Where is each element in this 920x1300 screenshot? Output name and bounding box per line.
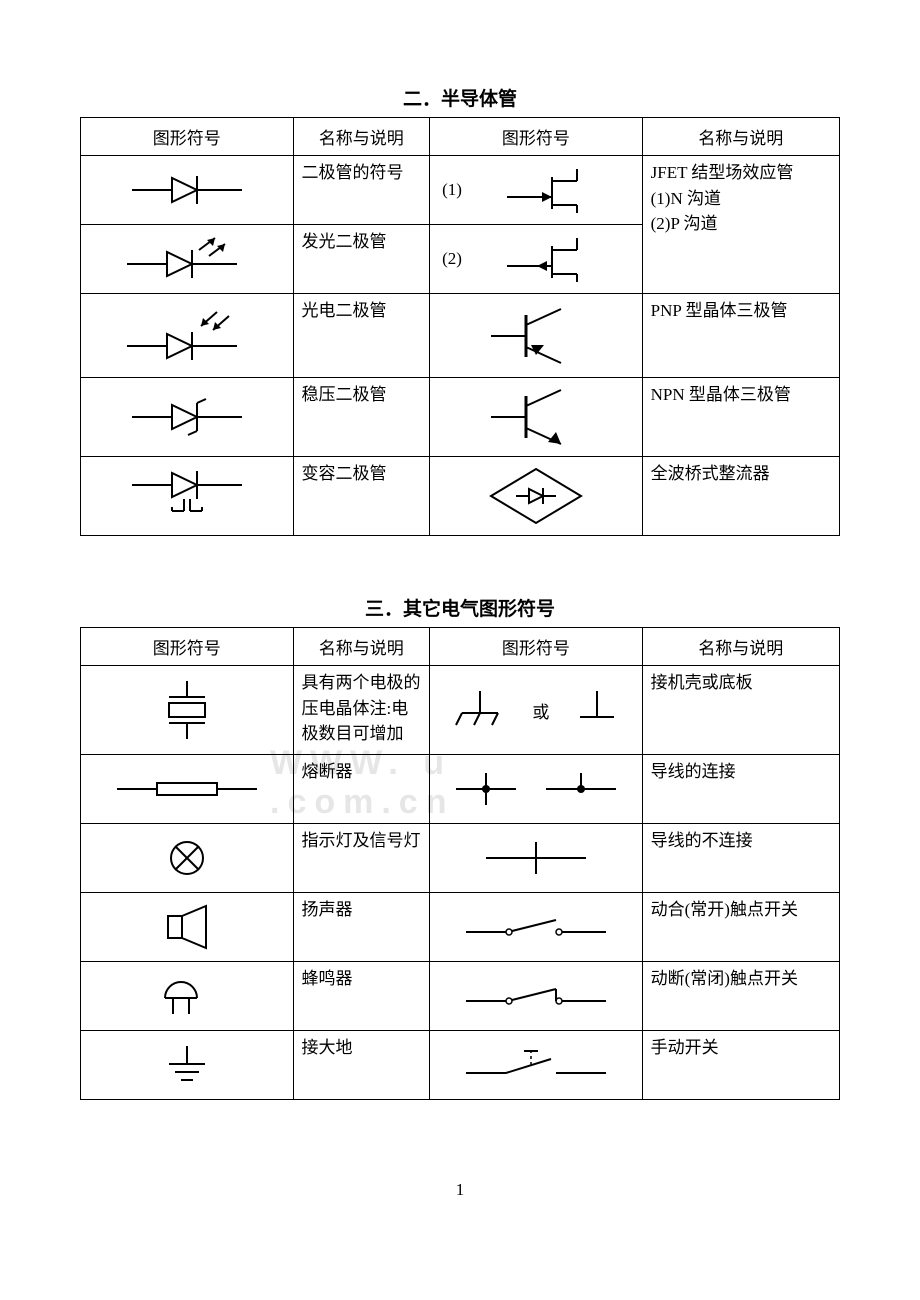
desc-cell: 具有两个电极的压电晶体注:电极数目可增加 (293, 666, 430, 755)
symbol-nc-contact (430, 962, 643, 1031)
table-row: 光电二极管 PNP 型晶体三极管 (81, 294, 840, 378)
col-header: 名称与说明 (642, 628, 839, 666)
desc-cell: 扬声器 (293, 893, 430, 962)
desc-cell: 蜂鸣器 (293, 962, 430, 1031)
col-header: 图形符号 (430, 628, 643, 666)
col-header: 图形符号 (81, 628, 294, 666)
desc-cell-jfet: JFET 结型场效应管(1)N 沟道(2)P 沟道 (642, 156, 839, 294)
desc-cell: 稳压二极管 (293, 378, 430, 457)
desc-cell: 动断(常闭)触点开关 (642, 962, 839, 1031)
col-header: 名称与说明 (293, 118, 430, 156)
symbol-fuse (81, 755, 294, 824)
table-row: 稳压二极管 NPN 型晶体三极管 (81, 378, 840, 457)
symbol-diode (81, 156, 294, 225)
page-number: 1 (80, 1180, 840, 1200)
symbol-piezo-crystal (81, 666, 294, 755)
desc-cell: 导线的连接 (642, 755, 839, 824)
symbol-varactor (81, 457, 294, 536)
symbol-manual-switch (430, 1031, 643, 1100)
table-row: 蜂鸣器 动断(常闭)触点开关 (81, 962, 840, 1031)
section3-title: 三．其它电气图形符号 (80, 594, 840, 621)
col-header: 图形符号 (430, 118, 643, 156)
table-other-symbols: 图形符号 名称与说明 图形符号 名称与说明 具有两个电极的压电晶体注:电极数目可… (80, 627, 840, 1100)
desc-cell: 动合(常开)触点开关 (642, 893, 839, 962)
desc-cell: 导线的不连接 (642, 824, 839, 893)
table-row: 变容二极管 全波桥式整流器 (81, 457, 840, 536)
desc-cell: 发光二极管 (293, 225, 430, 294)
table-row: 接大地 手动开关 (81, 1031, 840, 1100)
desc-cell: 手动开关 (642, 1031, 839, 1100)
symbol-led (81, 225, 294, 294)
desc-cell: 指示灯及信号灯 (293, 824, 430, 893)
symbol-bridge-rectifier (430, 457, 643, 536)
table-header-row: 图形符号 名称与说明 图形符号 名称与说明 (81, 628, 840, 666)
symbol-earth-ground (81, 1031, 294, 1100)
section2-title: 二．半导体管 (80, 84, 840, 111)
symbol-jfet-p: (2) (430, 225, 643, 294)
desc-cell: 光电二极管 (293, 294, 430, 378)
jfet-label-2: (2) (442, 249, 462, 269)
table-row: 扬声器 动合(常开)触点开关 (81, 893, 840, 962)
or-label: 或 (532, 698, 549, 723)
table-row: 熔断器 导线的连接 (81, 755, 840, 824)
symbol-jfet-n: (1) (430, 156, 643, 225)
symbol-pnp (430, 294, 643, 378)
symbol-chassis-ground: 或 (430, 666, 643, 755)
symbol-speaker (81, 893, 294, 962)
desc-cell: NPN 型晶体三极管 (642, 378, 839, 457)
symbol-indicator-lamp (81, 824, 294, 893)
jfet-label-1: (1) (442, 180, 462, 200)
col-header: 名称与说明 (642, 118, 839, 156)
symbol-buzzer (81, 962, 294, 1031)
desc-cell: 接大地 (293, 1031, 430, 1100)
table-row: 指示灯及信号灯 导线的不连接 (81, 824, 840, 893)
desc-cell: PNP 型晶体三极管 (642, 294, 839, 378)
symbol-wire-noconnect (430, 824, 643, 893)
table-header-row: 图形符号 名称与说明 图形符号 名称与说明 (81, 118, 840, 156)
col-header: 名称与说明 (293, 628, 430, 666)
symbol-photodiode (81, 294, 294, 378)
table-semiconductors: 图形符号 名称与说明 图形符号 名称与说明 二极管的符号 (1) (80, 117, 840, 536)
desc-cell: 熔断器 (293, 755, 430, 824)
desc-cell: 接机壳或底板 (642, 666, 839, 755)
symbol-npn (430, 378, 643, 457)
table-row: 具有两个电极的压电晶体注:电极数目可增加 或 接机壳或底板 (81, 666, 840, 755)
desc-cell: 二极管的符号 (293, 156, 430, 225)
symbol-no-contact (430, 893, 643, 962)
col-header: 图形符号 (81, 118, 294, 156)
symbol-zener (81, 378, 294, 457)
desc-cell: 变容二极管 (293, 457, 430, 536)
desc-cell: 全波桥式整流器 (642, 457, 839, 536)
table-row: 二极管的符号 (1) JFET 结型场效应管(1)N 沟道(2)P 沟道 (81, 156, 840, 225)
symbol-wire-connect (430, 755, 643, 824)
